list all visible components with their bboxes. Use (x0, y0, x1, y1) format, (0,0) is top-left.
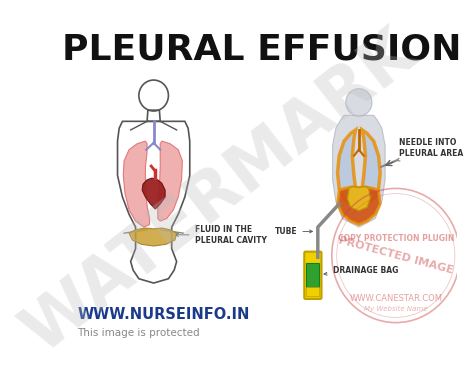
Text: WWW.CANESTAR.COM: WWW.CANESTAR.COM (349, 294, 442, 303)
FancyBboxPatch shape (306, 287, 319, 296)
Text: My Website Name: My Website Name (364, 306, 428, 312)
Text: FLUID IN THE
PLEURAL CAVITY: FLUID IN THE PLEURAL CAVITY (175, 225, 266, 244)
Text: This image is protected: This image is protected (77, 328, 200, 338)
Polygon shape (347, 187, 370, 211)
Polygon shape (362, 130, 380, 204)
Text: WWW.NURSEINFO.IN: WWW.NURSEINFO.IN (77, 306, 250, 321)
Polygon shape (123, 141, 149, 227)
Polygon shape (333, 116, 385, 227)
Text: TUBE: TUBE (274, 227, 312, 236)
Polygon shape (129, 228, 177, 246)
Text: DRAINAGE BAG: DRAINAGE BAG (324, 266, 398, 275)
Polygon shape (337, 187, 380, 224)
Text: PLEURAL EFFUSION: PLEURAL EFFUSION (62, 32, 462, 66)
Polygon shape (142, 178, 165, 209)
FancyBboxPatch shape (304, 252, 321, 299)
Polygon shape (158, 141, 182, 221)
Text: NEEDLE INTO
PLEURAL AREA: NEEDLE INTO PLEURAL AREA (397, 138, 463, 161)
Text: WATERMARK: WATERMARK (10, 19, 429, 367)
FancyBboxPatch shape (306, 263, 319, 287)
Text: PROTECTED IMAGE: PROTECTED IMAGE (337, 235, 454, 276)
Text: COPY PROTECTION PLUGIN: COPY PROTECTION PLUGIN (337, 234, 454, 243)
Polygon shape (337, 130, 356, 204)
Circle shape (346, 89, 372, 116)
